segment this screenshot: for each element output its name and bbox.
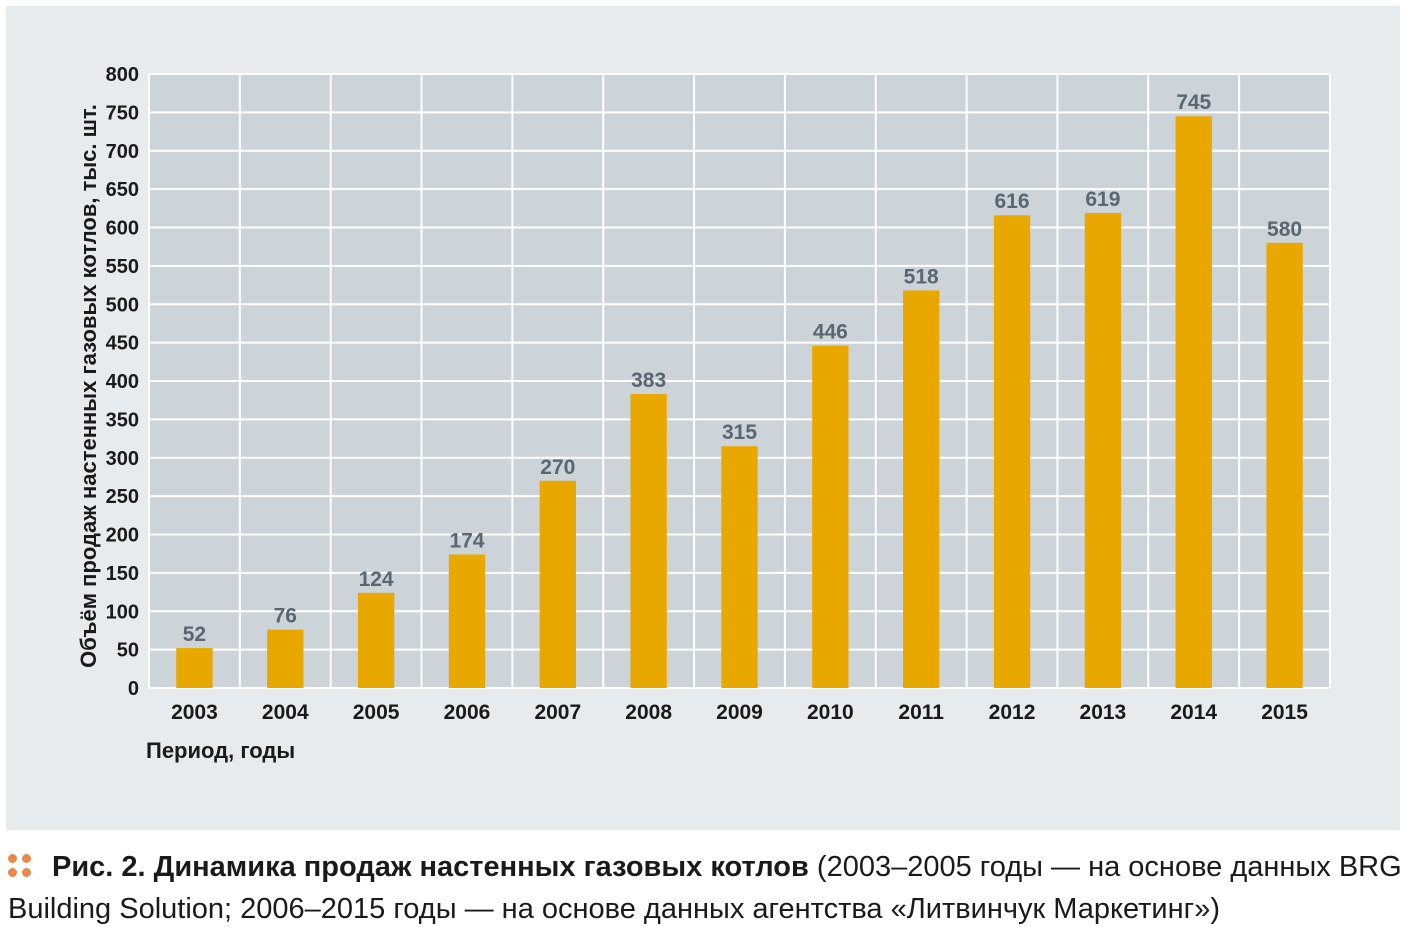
data-label-2007: 270 — [540, 456, 575, 479]
data-label-2013: 619 — [1085, 188, 1120, 211]
x-tick-label-2011: 2011 — [898, 701, 944, 724]
y-tick-label: 0 — [128, 678, 139, 700]
bar-2014 — [1175, 116, 1212, 688]
x-tick-label-2006: 2006 — [444, 701, 491, 724]
caption-title: Рис. 2. Динамика продаж настенных газовы… — [52, 851, 809, 883]
bar-2015 — [1266, 242, 1303, 688]
y-tick-label: 400 — [106, 371, 139, 393]
chart-panel: 0 50 100 150 200 250 300 350 400 450 500 550 600 650 7… — [6, 6, 1400, 830]
x-tick-label-2014: 2014 — [1170, 701, 1217, 724]
data-label-2014: 745 — [1176, 91, 1211, 114]
data-label-2011: 518 — [904, 265, 939, 288]
y-tick-label: 50 — [117, 640, 139, 662]
x-tick-label-2010: 2010 — [807, 701, 854, 724]
bar-2006 — [448, 554, 486, 688]
x-tick-label-2004: 2004 — [262, 701, 309, 724]
x-tick-label-2013: 2013 — [1080, 701, 1127, 724]
y-tick-label: 200 — [106, 525, 139, 547]
data-label-2004: 76 — [274, 605, 297, 628]
bar-2009 — [721, 446, 758, 688]
bar-2005 — [357, 592, 395, 688]
figure-caption: Рис. 2. Динамика продаж настенных газовы… — [8, 846, 1402, 930]
data-label-2006: 174 — [449, 529, 484, 552]
bar-chart: 0 50 100 150 200 250 300 350 400 450 500 550 600 650 7… — [76, 64, 1331, 763]
data-label-2015: 580 — [1267, 218, 1302, 241]
data-label-2003: 52 — [183, 623, 206, 646]
y-tick-label: 350 — [106, 409, 139, 431]
y-tick-label: 650 — [106, 179, 139, 201]
y-tick-label: 600 — [106, 218, 139, 240]
y-tick-label: 150 — [106, 563, 139, 585]
y-tick-label: 550 — [106, 256, 139, 278]
bar-2013 — [1084, 212, 1122, 689]
bar-2004 — [267, 629, 304, 688]
y-tick-label: 250 — [106, 486, 139, 508]
four-dots-icon — [8, 852, 34, 878]
data-label-2005: 124 — [359, 568, 394, 591]
y-tick-label: 750 — [106, 102, 139, 124]
y-tick-label: 500 — [106, 294, 139, 316]
bar-2008 — [630, 394, 667, 688]
data-label-2012: 616 — [995, 190, 1030, 213]
bar-2007 — [539, 480, 576, 688]
bar-2003 — [176, 648, 213, 688]
y-tick-label: 100 — [106, 601, 139, 623]
x-tick-label-2007: 2007 — [534, 701, 581, 724]
x-tick-label-2015: 2015 — [1261, 701, 1308, 724]
bar-2010 — [812, 345, 849, 688]
x-tick-label-2012: 2012 — [989, 701, 1036, 724]
x-axis-title: Период, годы — [146, 738, 295, 763]
data-label-2009: 315 — [722, 421, 757, 444]
y-tick-label: 300 — [106, 448, 139, 470]
x-tick-label-2003: 2003 — [171, 701, 218, 724]
y-tick-label: 450 — [106, 333, 139, 355]
x-tick-label-2009: 2009 — [716, 701, 763, 724]
data-label-2010: 446 — [813, 321, 848, 344]
y-tick-label: 800 — [106, 64, 139, 86]
y-tick-label: 700 — [106, 141, 139, 163]
bar-2012 — [993, 215, 1031, 688]
x-tick-label-2008: 2008 — [625, 701, 672, 724]
bar-2011 — [903, 290, 940, 688]
caption-text: (2003–2005 годы — на основе данных BRG B… — [8, 851, 1402, 925]
x-tick-label-2005: 2005 — [353, 701, 400, 724]
y-axis-title: Объём продаж настенных газовых котлов, т… — [76, 104, 101, 668]
data-label-2008: 383 — [631, 369, 666, 392]
